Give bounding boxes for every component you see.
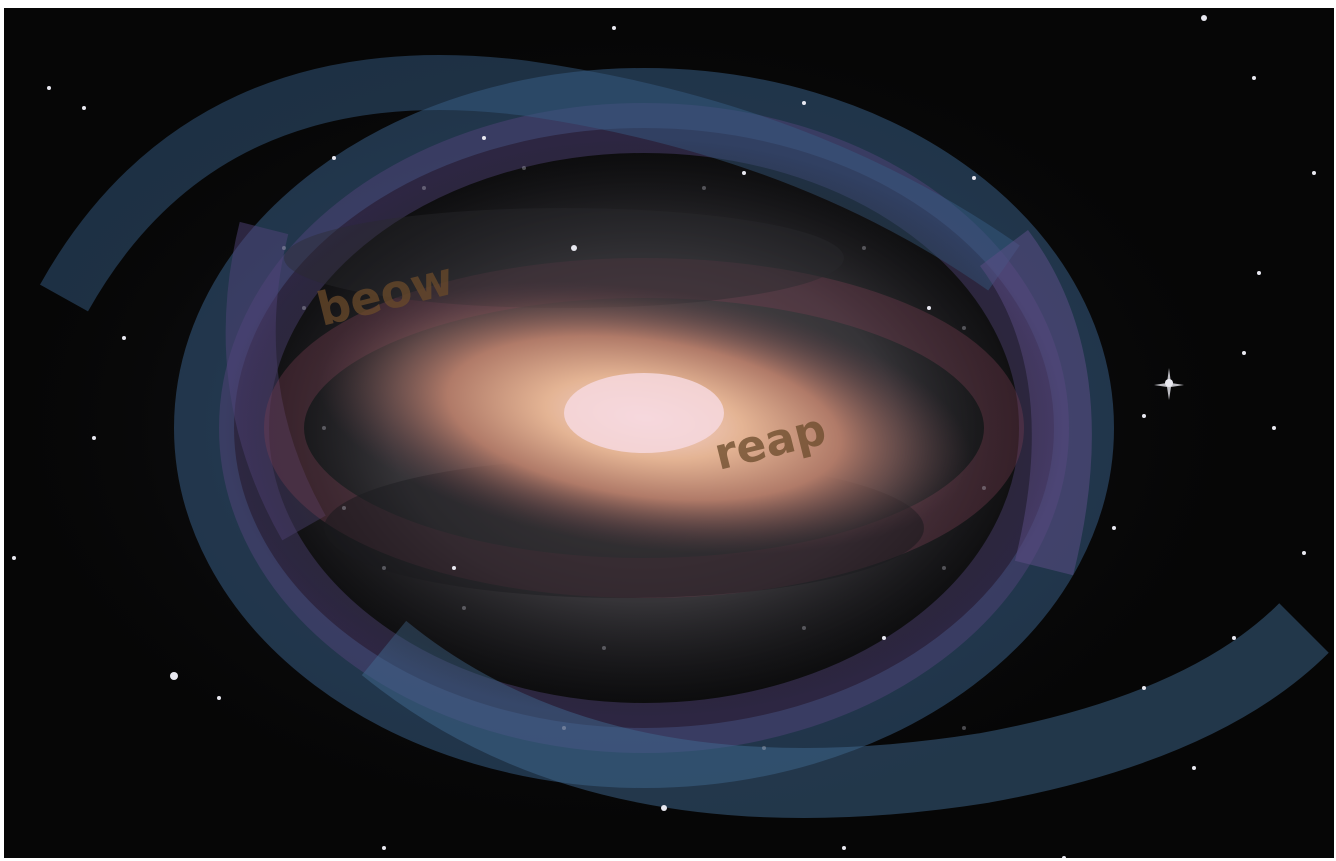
star-field [12, 15, 1316, 858]
galaxy-photo-frame: beow reap [4, 8, 1334, 858]
galaxy-texture [282, 166, 986, 750]
core-center [564, 373, 724, 453]
galaxy-photo: beow reap [4, 8, 1334, 858]
